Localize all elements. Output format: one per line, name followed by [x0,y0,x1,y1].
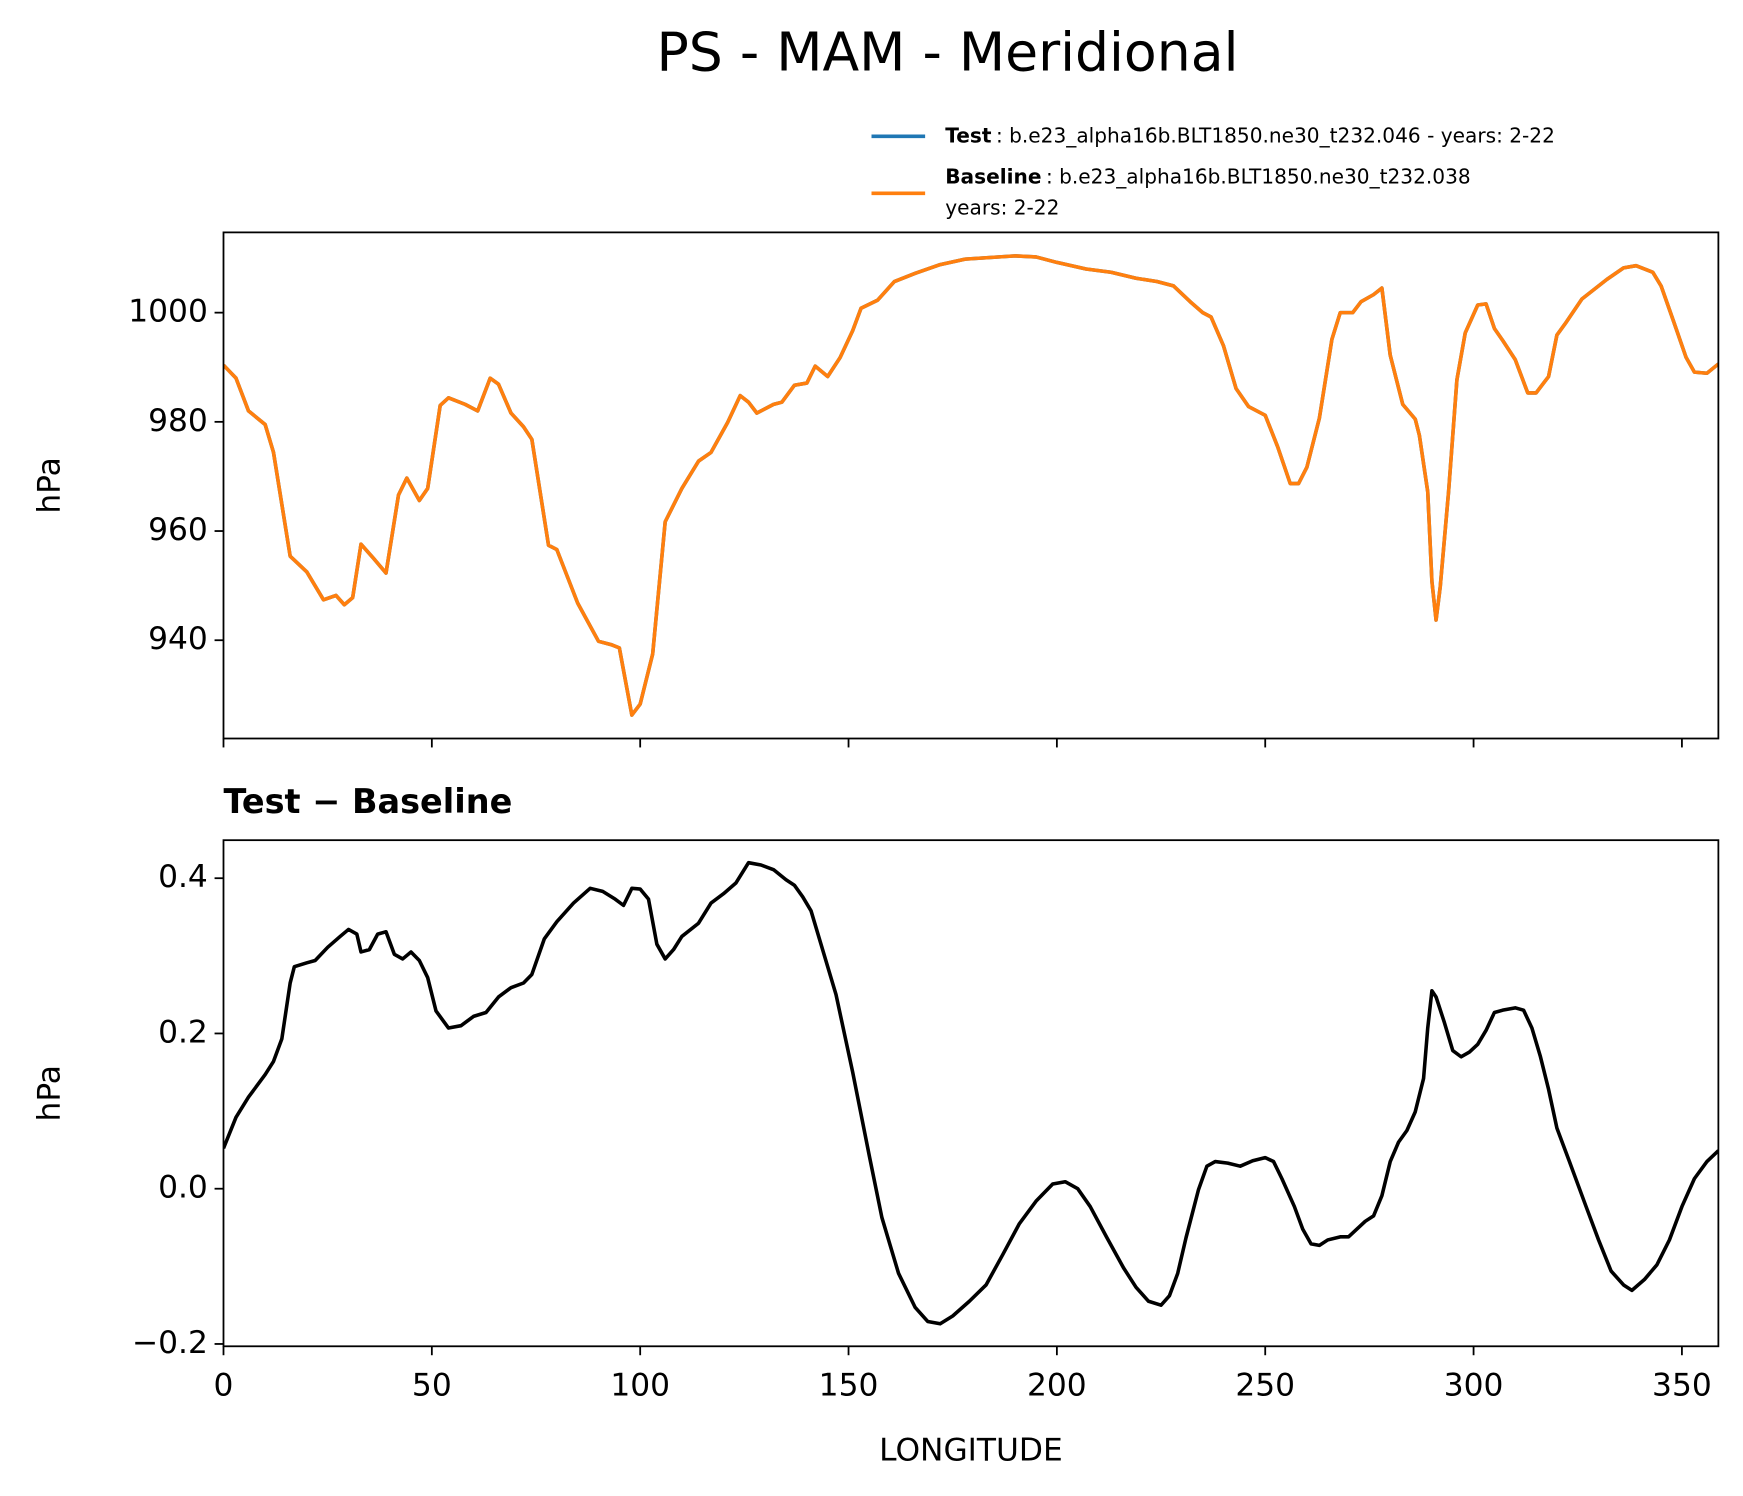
y-tick-label: 1000 [128,294,208,330]
y-tick-label: 980 [148,403,208,439]
x-axis-label: LONGITUDE [879,1432,1063,1468]
x-tick-label: 0 [214,1368,234,1404]
y-tick-label: 0.0 [158,1170,208,1206]
legend-label: Test: b.e23_alpha16b.BLT1850.ne30_t232.0… [945,123,1555,147]
y-axis-label: hPa [31,457,67,513]
series-line [223,254,1719,717]
figure-title: PS - MAM - Meridional [656,21,1238,84]
legend-name: Baseline [945,164,1041,188]
legend-detail: years: 2-22 [945,195,1059,219]
axes-frame [222,231,1720,740]
x-tick-label: 200 [1027,1368,1087,1404]
axes-frame [222,839,1720,1348]
series-line [223,860,1719,1326]
panel-title: Test − Baseline [223,782,512,821]
legend-label: Baseline: b.e23_alpha16b.BLT1850.ne30_t2… [945,164,1470,188]
y-tick-label: 0.4 [158,859,208,895]
legend-name: Test [945,123,992,147]
x-tick-label: 250 [1235,1368,1295,1404]
x-tick-label: 300 [1444,1368,1504,1404]
x-tick-label: 100 [610,1368,670,1404]
legend-detail: : b.e23_alpha16b.BLT1850.ne30_t232.046 -… [996,123,1555,147]
x-tick-label: 50 [412,1368,452,1404]
y-tick-label: 960 [148,512,208,548]
y-axis-label: hPa [31,1065,67,1121]
x-tick-label: 350 [1652,1368,1712,1404]
y-tick-label: 940 [148,621,208,657]
y-tick-label: 0.2 [158,1014,208,1050]
x-tick-label: 150 [819,1368,879,1404]
y-tick-label: −0.2 [132,1325,208,1361]
legend-detail: : b.e23_alpha16b.BLT1850.ne30_t232.038 [1046,164,1471,188]
